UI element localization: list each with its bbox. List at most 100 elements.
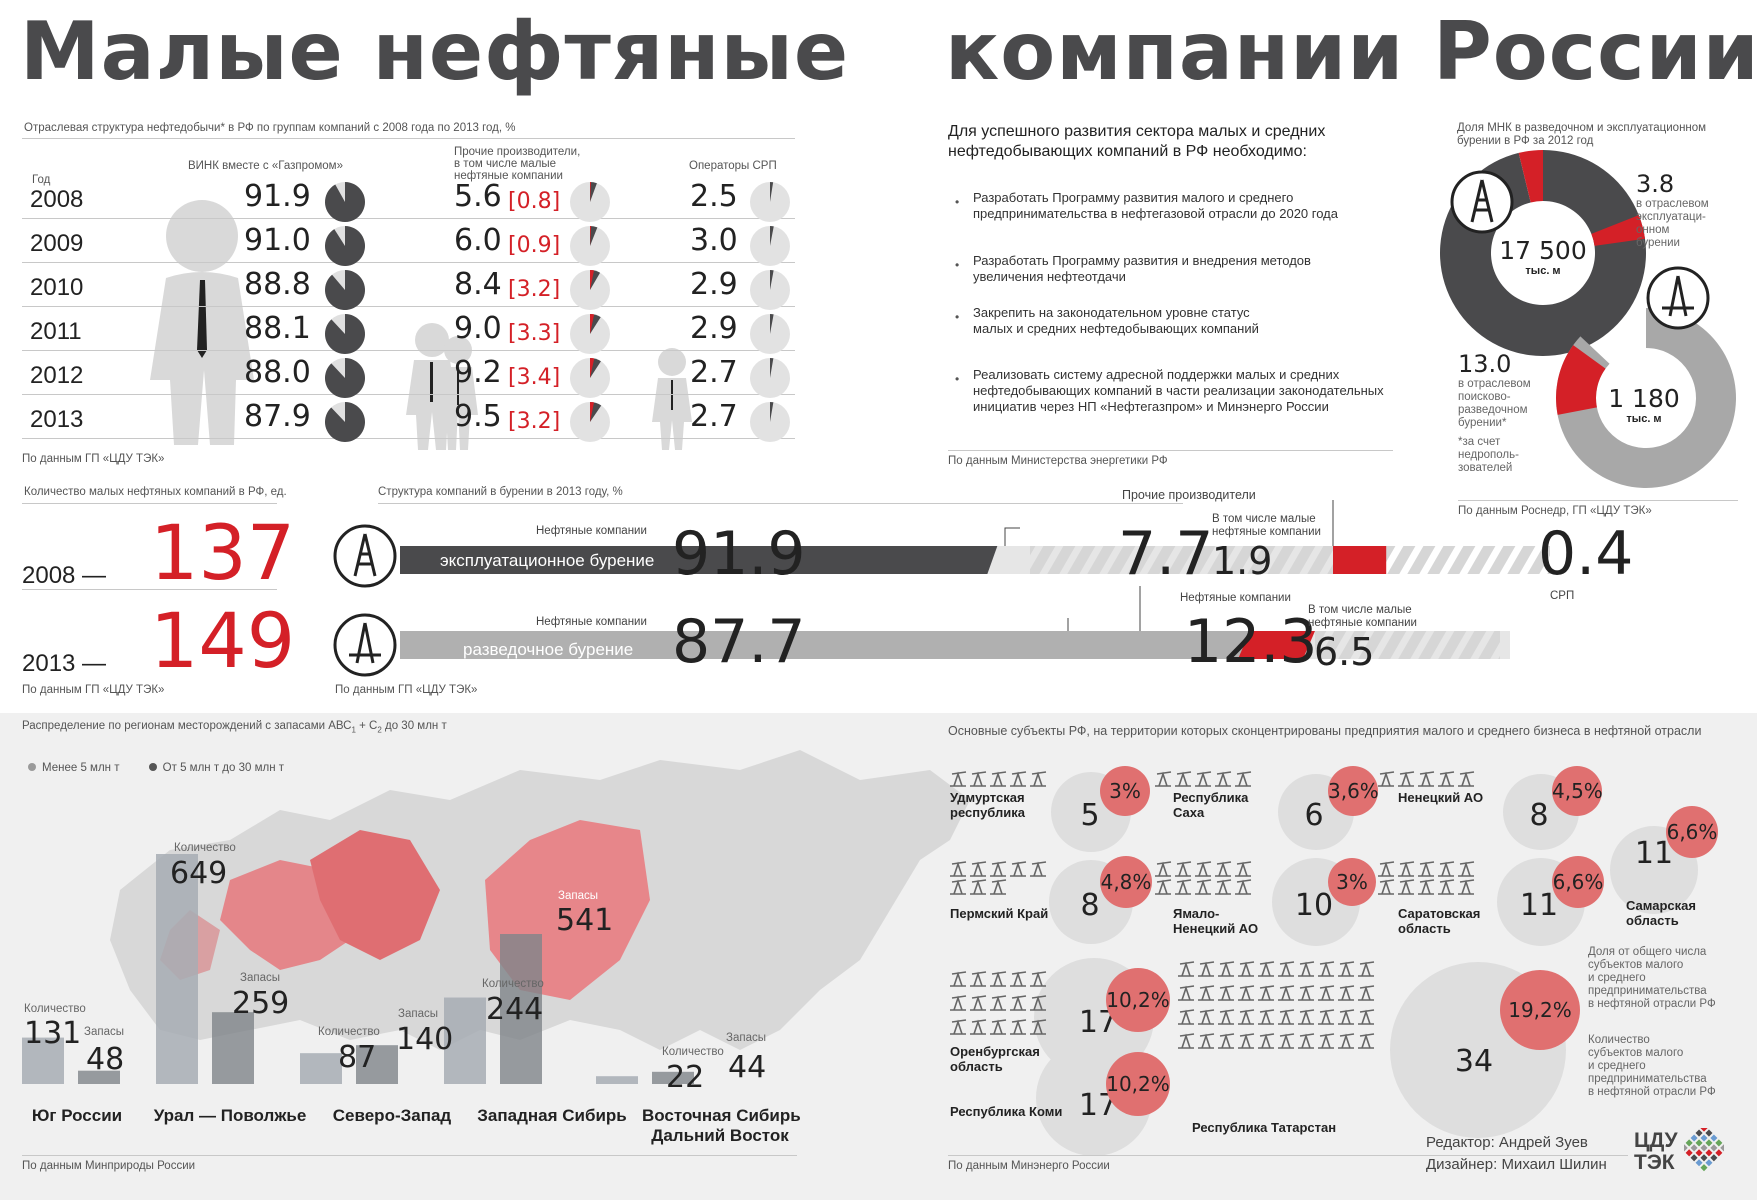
- oil-pump-icon: [1198, 1033, 1215, 1049]
- logo-dot: [1695, 1149, 1703, 1157]
- editor: Редактор: Андрей Зуев: [1426, 1134, 1588, 1151]
- vink-pie-slice: [325, 226, 365, 266]
- small-pie-slice: [590, 358, 595, 378]
- oil-pump-icon: [1010, 1019, 1027, 1035]
- subject-share: 10,2%: [1106, 968, 1170, 1032]
- subject-name: Ненецкий АО: [1398, 790, 1484, 805]
- oil-pump-icon: [1198, 985, 1215, 1001]
- oil-pump-icon: [1175, 879, 1192, 895]
- explo-small-segment: [1238, 631, 1315, 659]
- oil-pump-icon: [1030, 971, 1047, 987]
- expl-oil-segment: [400, 546, 998, 574]
- oil-pump-icon: [1010, 861, 1027, 877]
- oil-pump-icon: [1218, 961, 1235, 977]
- oil-pump-icon: [1358, 1033, 1375, 1049]
- oil-pump-icon: [1030, 995, 1047, 1011]
- logo-dot: [1690, 1154, 1698, 1162]
- credits: Редактор: Андрей Зуев Дизайнер: Михаил Ш…: [1426, 1132, 1607, 1176]
- logo-dot: [1700, 1144, 1708, 1152]
- small-pie-slice: [590, 270, 594, 290]
- subject-name: Республика Саха: [1173, 790, 1249, 820]
- oil-pump-icon: [990, 879, 1007, 895]
- small-value: [3.4]: [508, 365, 561, 390]
- needs-item: Разработать Программу развития малого и …: [955, 190, 1338, 222]
- explo-donut-rest: [1556, 308, 1736, 488]
- subject-count: 10: [1294, 888, 1334, 923]
- count-year-2013: 2013 —: [22, 650, 107, 677]
- drilling-rig-icon: [1662, 275, 1694, 317]
- oil-pump-icon: [1178, 1033, 1195, 1049]
- region-count: 22: [666, 1060, 705, 1095]
- logo-dot: [1695, 1139, 1703, 1147]
- oil-pump-icon: [1258, 1033, 1275, 1049]
- subject-share: 6,6%: [1666, 806, 1718, 858]
- small-value: [3.2]: [508, 409, 561, 434]
- vink-value: 88.8: [244, 267, 311, 302]
- oil-pump-icon: [1238, 961, 1255, 977]
- region-reserves: 48: [86, 1042, 125, 1077]
- oil-pump-icon: [970, 861, 987, 877]
- logo-dot: [1690, 1134, 1698, 1142]
- logo-dot: [1695, 1159, 1703, 1167]
- oil-pump-icon: [1318, 1033, 1335, 1049]
- oil-pump-icon: [1030, 861, 1047, 877]
- table-row: 2009 91.0 6.0 [0.9] 3.0: [22, 218, 795, 263]
- oil-pump-icon: [970, 771, 987, 787]
- oil-pump-icon: [1010, 771, 1027, 787]
- region-name: Урал — Поволжье: [153, 1106, 307, 1125]
- oil-pump-icon: [1238, 1033, 1255, 1049]
- region-reserves-bar: [356, 1045, 398, 1084]
- oil-pump-icon: [990, 995, 1007, 1011]
- donut-expl-center: 17 500 тыс. м: [1497, 236, 1589, 277]
- subject-share: 4,8%: [1100, 856, 1152, 908]
- region-count-bar: [22, 1037, 64, 1084]
- logo-dot: [1685, 1149, 1693, 1157]
- logo-dot: [1715, 1139, 1723, 1147]
- count-caption: Количество малых нефтяных компаний в РФ,…: [24, 486, 287, 498]
- oil-pump-icon: [1318, 961, 1335, 977]
- expl-pct-label: 3.8 в отраслевом эксплуатаци- онном бурени…: [1636, 170, 1709, 249]
- needs-heading: Для успешного развития сектора малых и с…: [948, 123, 1326, 160]
- year: 2009: [30, 230, 84, 257]
- oil-pump-icon: [1155, 771, 1172, 787]
- oil-pump-icon: [1175, 771, 1192, 787]
- logo-dot: [1700, 1154, 1708, 1162]
- logo-dot: [1695, 1129, 1703, 1137]
- srp-label: СРП: [1550, 590, 1575, 602]
- expl-unit: тыс. м: [1525, 265, 1561, 277]
- logo-dot: [1700, 1128, 1708, 1132]
- region-reserves-bar: [78, 1070, 120, 1084]
- expl-oil-label: Нефтяные компании: [536, 525, 647, 537]
- subject-share: 19,2%: [1500, 970, 1580, 1050]
- logo-dot: [1705, 1149, 1713, 1157]
- oil-pump-icon: [950, 1019, 967, 1035]
- oil-pump-icon: [1418, 879, 1435, 895]
- other-value: 6.0: [454, 223, 502, 258]
- subject-count: 11: [1519, 888, 1559, 923]
- vink-pie-slice: [324, 402, 366, 443]
- region-count-bar: [300, 1053, 342, 1084]
- vink-value: 88.0: [244, 355, 311, 390]
- regions-legend: Менее 5 млн т От 5 млн т до 30 млн т: [28, 762, 284, 774]
- region-reserves-bar: [212, 1012, 254, 1084]
- srp-value: 2.7: [690, 399, 738, 434]
- oil-pump-icon: [1175, 861, 1192, 877]
- explo-oil-segment: [400, 631, 1277, 659]
- oil-pump-icon: [1438, 879, 1455, 895]
- oil-pump-icon: [1178, 1009, 1195, 1025]
- logo-dot: [1700, 1134, 1708, 1142]
- needs-item: Разработать Программу развития и внедрен…: [955, 253, 1311, 285]
- needs-source: По данным Министерства энергетики РФ: [948, 455, 1168, 467]
- oil-pump-icon: [990, 1019, 1007, 1035]
- count-value-2008: 137: [150, 508, 296, 597]
- oil-pump-icon: [1010, 995, 1027, 1011]
- srp-value: 3.0: [690, 223, 738, 258]
- expl-srp-value: 0.4: [1538, 519, 1634, 589]
- srp-pie-slice: [770, 182, 774, 202]
- logo-dot: [1710, 1154, 1718, 1162]
- subject-name: Ямало- Ненецкий АО: [1173, 906, 1259, 936]
- oil-pump-icon: [1378, 771, 1395, 787]
- small-pie-slice: [590, 182, 592, 202]
- region-count: 649: [170, 856, 228, 891]
- year: 2013: [30, 406, 84, 433]
